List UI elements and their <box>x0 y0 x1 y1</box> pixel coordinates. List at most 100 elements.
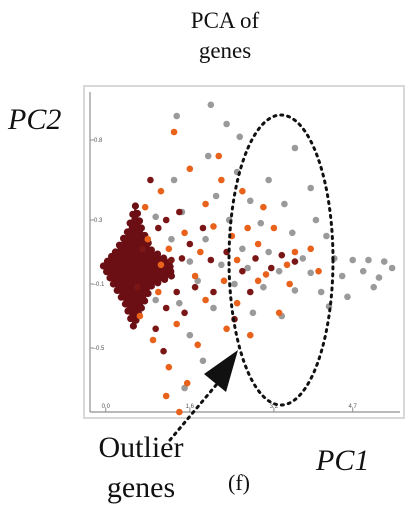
x-tick-label: 3.2 <box>270 404 279 410</box>
axis-ticks <box>90 139 354 412</box>
data-point-series-2 <box>155 224 162 232</box>
data-point-series-2 <box>139 245 146 253</box>
panel-label: (f) <box>228 470 250 495</box>
core-edge-point <box>160 254 168 262</box>
core-edge-point <box>117 293 125 301</box>
data-point-series-2 <box>181 309 188 317</box>
core-edge-point <box>106 274 114 282</box>
data-point-series-1 <box>254 240 262 248</box>
data-point-series-1 <box>275 309 283 317</box>
data-point-series-0 <box>170 176 178 184</box>
data-point-series-2 <box>291 258 299 265</box>
data-point-series-2 <box>147 176 154 184</box>
data-point-series-0 <box>349 256 357 264</box>
outlier-annotation: Outlier genes <box>98 431 184 504</box>
data-point-series-1 <box>223 325 230 333</box>
core-edge-point <box>133 209 142 218</box>
data-point-series-0 <box>281 200 288 208</box>
data-point-series-1 <box>262 271 270 278</box>
data-point-series-1 <box>155 288 162 296</box>
data-point-series-0 <box>344 293 351 301</box>
data-point-series-0 <box>236 133 244 141</box>
data-point-series-1 <box>315 267 322 275</box>
data-point-series-1 <box>141 203 149 211</box>
core-edge-point <box>147 246 156 254</box>
core-edge-point <box>99 262 108 270</box>
data-point-series-0 <box>307 184 314 192</box>
data-point-series-2 <box>160 347 167 355</box>
data-point-series-0 <box>202 235 209 243</box>
core-edge-point <box>141 297 149 305</box>
data-point-series-1 <box>173 320 180 328</box>
data-point-series-0 <box>370 283 378 291</box>
data-point-series-1 <box>246 331 254 339</box>
data-point-series-1 <box>176 408 183 416</box>
core-edge-point <box>129 322 138 330</box>
x-tick-label: 1.6 <box>186 404 195 410</box>
core-edge-point <box>137 224 146 232</box>
data-point-series-2 <box>210 288 217 296</box>
data-point-series-1 <box>197 248 204 256</box>
y-axis-label: PC2 <box>8 103 62 136</box>
data-point-series-0 <box>186 258 194 265</box>
data-point-series-1 <box>244 224 251 232</box>
data-point-series-0 <box>380 258 388 265</box>
data-point-series-1 <box>260 203 267 211</box>
core-edge-point <box>126 219 134 227</box>
core-edge-point <box>123 228 132 236</box>
data-point-series-0 <box>207 101 215 109</box>
data-point-series-0 <box>291 287 299 294</box>
core-edge-point <box>109 280 118 288</box>
data-point-series-0 <box>152 213 159 221</box>
data-point-series-0 <box>152 296 159 304</box>
y-tick-label: -0.1 <box>94 282 105 288</box>
data-point-series-0 <box>204 152 212 160</box>
data-point-series-0 <box>365 256 372 264</box>
core-edge-point <box>119 234 128 242</box>
y-tick-label: 0.3 <box>94 218 103 224</box>
y-tick-label: -0.5 <box>94 346 105 352</box>
data-point-series-0 <box>291 144 299 152</box>
data-point-series-2 <box>133 283 141 291</box>
data-point-series-1 <box>233 256 241 264</box>
dense-core-cluster <box>99 202 176 330</box>
data-point-series-1 <box>233 299 241 307</box>
data-point-series-2 <box>162 216 170 224</box>
core-edge-point <box>121 300 130 308</box>
core-edge-point <box>111 248 120 256</box>
data-point-series-1 <box>220 277 228 285</box>
data-point-series-0 <box>173 112 180 120</box>
data-point-series-0 <box>260 283 267 291</box>
data-point-series-1 <box>202 296 209 304</box>
core-edge-point <box>124 307 132 315</box>
data-point-series-0 <box>359 267 367 275</box>
data-point-series-0 <box>210 304 217 312</box>
data-point-series-2 <box>267 264 275 272</box>
x-axis-label: PC1 <box>316 444 370 477</box>
core-edge-point <box>103 268 111 276</box>
core-edge-point <box>131 202 140 210</box>
data-point-series-1 <box>291 248 299 256</box>
data-point-series-1 <box>136 312 144 320</box>
data-point-series-0 <box>176 299 183 307</box>
core-edge-point <box>137 304 146 312</box>
data-point-series-0 <box>338 272 346 280</box>
data-point-series-2 <box>162 304 170 312</box>
data-point-series-2 <box>152 325 159 333</box>
core-edge-point <box>127 314 135 323</box>
x-tick-label: 0.0 <box>102 404 111 410</box>
data-point-series-0 <box>288 229 296 237</box>
data-point-series-1 <box>157 261 165 269</box>
data-point-series-0 <box>275 267 283 275</box>
core-edge-point <box>135 217 144 225</box>
data-point-series-0 <box>265 176 272 184</box>
data-point-series-2 <box>178 255 186 262</box>
data-point-series-2 <box>246 288 254 296</box>
arrow-head <box>204 350 238 392</box>
core-edge-point <box>113 286 121 294</box>
data-point-series-2 <box>176 208 183 216</box>
x-tick-label: 4.7 <box>349 404 358 410</box>
data-point-series-1 <box>170 128 178 136</box>
data-point-series-2 <box>239 267 246 275</box>
